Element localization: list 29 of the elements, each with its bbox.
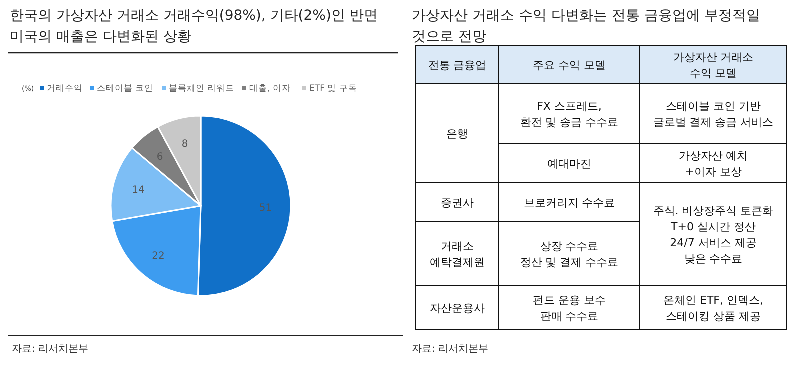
- text: 상장 수수료 정산 및 결제 수수료: [520, 240, 619, 269]
- legend-label: 거래수익: [47, 84, 83, 94]
- text: 가상자산 예치 +이자 보상: [678, 150, 748, 178]
- text: 거래소 예탁결제원: [430, 240, 485, 269]
- text: FX 스프레드, 환전 및 송금 수수료: [520, 100, 619, 129]
- legend-label: 블록체인 리워드: [169, 84, 235, 94]
- legend-label: ETF 및 구독: [310, 84, 358, 94]
- text: 주식. 비상장주식 토큰화 T+0 실시간 정산 24/7 서비스 제공 낮은 수수료: [653, 204, 774, 266]
- data-label: 14: [132, 185, 145, 196]
- text: 브로커리지 수수료: [524, 196, 616, 210]
- text: 가상자산 거래소 수익 다변화는 전통 금융업에 부정적일 것으로 전망: [412, 8, 761, 45]
- text: 증권사: [441, 196, 474, 210]
- legend-label: 스테이블 코인: [97, 84, 154, 94]
- text: 예대마진: [548, 158, 592, 170]
- text: 주요 수익 모델: [533, 59, 606, 72]
- text: 가상자산 거래소 수익 모델: [673, 51, 754, 80]
- text: 전통 금융업: [428, 59, 487, 72]
- text: 자료: 리서치본부: [12, 344, 89, 355]
- text: 펀드 운용 보수 판매 수수료: [533, 294, 606, 323]
- text: 자산운용사: [430, 302, 485, 315]
- chart-title: 한국의 가상자산 거래소 거래수익(98%), 기타(2%)인 반면 미국의 매출은 다변화된 상황: [10, 8, 378, 45]
- text: 스테이블 코인 기반 글로벌 결제 송금 서비스: [653, 100, 774, 129]
- text: 온체인 ETF, 인덱스, 스테이킹 상품 제공: [664, 294, 764, 323]
- data-label: 22: [152, 250, 165, 262]
- data-label: 8: [182, 139, 188, 150]
- text: 자료: 리서치본부: [412, 344, 489, 355]
- data-label: 51: [259, 203, 272, 214]
- legend-label: 대출, 이자: [250, 84, 291, 94]
- text: 은행: [446, 128, 468, 140]
